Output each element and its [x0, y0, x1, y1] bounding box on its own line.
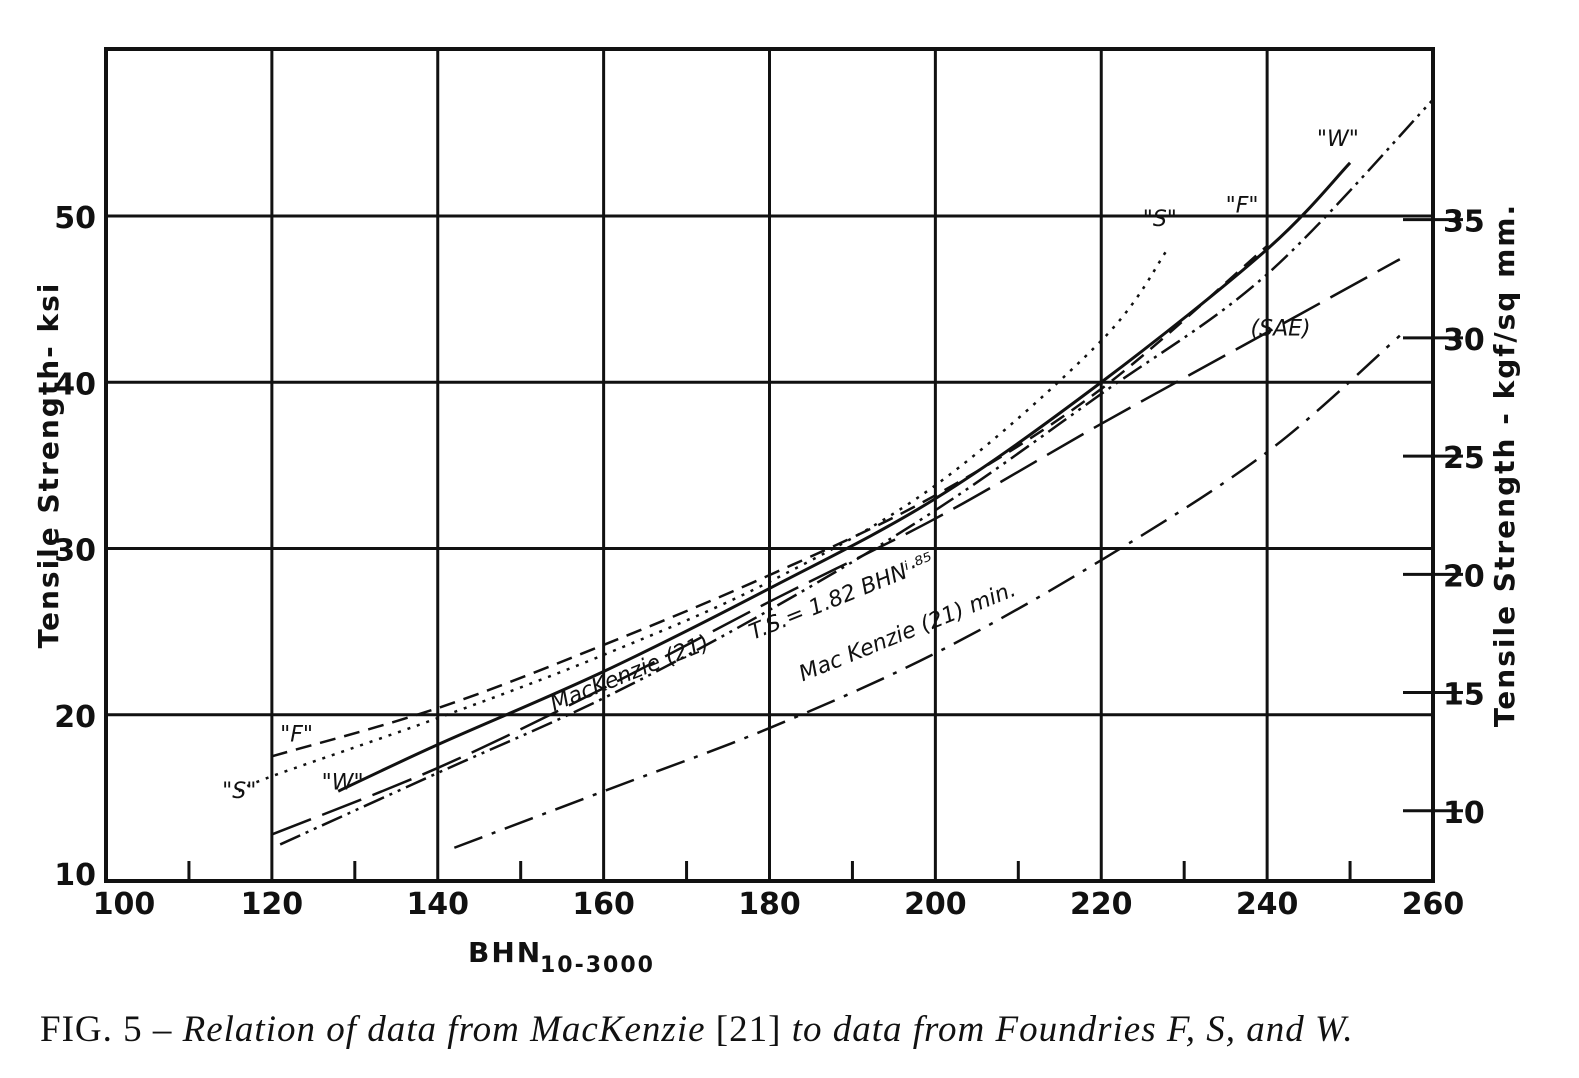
caption-suffix: to data from Foundries F, S, and W. — [781, 1009, 1354, 1050]
series-line-5 — [271, 258, 1401, 836]
caption-prefix: FIG. 5 – — [40, 1009, 183, 1050]
y-right-axis-title: Tensile Strength - kgf/sq mm. — [1488, 203, 1521, 727]
caption-ref: [21] — [715, 1009, 782, 1050]
annotation-label: "W" — [1317, 127, 1359, 152]
x-tick-label: 220 — [1070, 887, 1133, 922]
y-tick-label: 30 — [54, 534, 96, 569]
y-right-tick-label: 15 — [1443, 678, 1485, 713]
y-tick-label: 40 — [54, 367, 96, 402]
x-tick-label: 180 — [738, 887, 801, 922]
figure-caption: FIG. 5 – Relation of data from MacKenzie… — [40, 1008, 1540, 1051]
series-lines — [238, 98, 1434, 849]
x-tick-labels: 100 120 140 160 180 200 220 240 260 — [93, 887, 1465, 922]
y-tick-label: 50 — [54, 201, 96, 236]
x-tick-label: 160 — [572, 887, 635, 922]
annotation-label: "S" — [1143, 207, 1177, 232]
x-tick-label: 260 — [1402, 887, 1465, 922]
annotation-label: "W" — [322, 771, 364, 796]
x-tick-label: 140 — [406, 887, 469, 922]
x-tick-label: 120 — [241, 887, 304, 922]
y-right-tick-label: 30 — [1443, 323, 1485, 358]
x-axis-title-subscript: 10-3000 — [540, 953, 655, 978]
y-tick-label: 20 — [54, 700, 96, 735]
x-tick-label: 240 — [1236, 887, 1299, 922]
series-line-6 — [453, 334, 1401, 849]
series-line-3 — [238, 248, 1169, 793]
y-right-tick-labels: 10 15 20 25 30 35 — [1443, 205, 1485, 831]
grid — [106, 49, 1463, 881]
y-right-tick-label: 10 — [1443, 796, 1485, 831]
y-right-tick-label: 25 — [1443, 441, 1485, 476]
y-axis-title: Tensile Strength- ksi — [32, 282, 65, 649]
x-tick-label: 200 — [904, 887, 967, 922]
series-line-2 — [271, 244, 1268, 758]
x-axis-title: BHN — [468, 936, 542, 969]
annotation-label: (SAE) — [1251, 317, 1311, 342]
series-line-4 — [279, 98, 1434, 846]
y-right-tick-label: 20 — [1443, 559, 1485, 594]
y-right-tick-label: 35 — [1443, 205, 1485, 240]
annotation-label: "F" — [1226, 194, 1259, 219]
y-tick-label: 10 — [54, 858, 96, 893]
annotation-label: MacKenzie (21) — [547, 630, 713, 716]
caption-body: Relation of data from MacKenzie — [182, 1009, 716, 1050]
y-tick-labels: 10 20 30 40 50 — [54, 201, 96, 893]
annotation-label: "S" — [222, 779, 256, 804]
x-tick-label: 100 — [93, 887, 156, 922]
annotation-label: "F" — [280, 722, 313, 747]
series-line-1 — [337, 161, 1352, 793]
annotations: "F""S" "W""S""F""W"(SAE)MacKenzie (21)T.S… — [222, 127, 1359, 804]
